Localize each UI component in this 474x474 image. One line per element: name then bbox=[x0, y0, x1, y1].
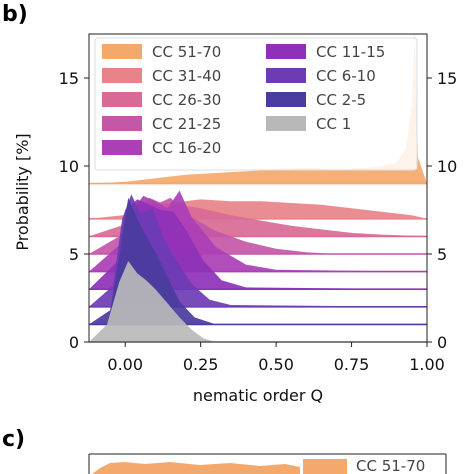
y-tick-label-right: 15 bbox=[437, 69, 457, 88]
legend-swatch-cc-6-10 bbox=[266, 68, 306, 83]
ridge-area-cc-6-10 bbox=[89, 194, 427, 307]
legend-swatch-cc-21-25 bbox=[102, 116, 142, 131]
legend-label-cc-2-5: CC 2-5 bbox=[316, 91, 366, 109]
ridge-plot: 0.00 0.25 0.50 0.75 1.00 0 0 5 5 10 10 15 15 nemati… bbox=[13, 32, 457, 405]
x-tick-label: 0.75 bbox=[334, 355, 370, 374]
legend: CC 51-70 CC 31-40 CC 26-30 CC 21-25 CC 16-20… bbox=[94, 37, 418, 171]
y-tick-label-right: 5 bbox=[437, 245, 447, 264]
panel-label-b: b) bbox=[2, 2, 28, 27]
legend-label-cc-26-30: CC 26-30 bbox=[152, 91, 221, 109]
y-tick-label-left: 0 bbox=[69, 333, 79, 352]
legend-swatch-cc-1 bbox=[266, 116, 306, 131]
legend-swatch-cc-31-40 bbox=[102, 68, 142, 83]
legend-swatch-cc-11-15 bbox=[266, 44, 306, 59]
ridge-area-cc-2-5 bbox=[89, 197, 427, 325]
legend-swatch-cc-2-5 bbox=[266, 92, 306, 107]
legend-swatch-cc-16-20 bbox=[102, 140, 142, 155]
y-tick-label-left: 10 bbox=[59, 157, 79, 176]
x-tick-label: 0.00 bbox=[107, 355, 143, 374]
panel-c-legend-swatch bbox=[303, 459, 347, 474]
panel-c-legend-label: CC 51-70 bbox=[356, 457, 425, 474]
panel-c-plot: CC 51-70 bbox=[88, 453, 447, 474]
x-axis-label: nematic order Q bbox=[193, 386, 323, 405]
y-tick-label-left: 15 bbox=[59, 69, 79, 88]
legend-label-cc-51-70: CC 51-70 bbox=[152, 43, 221, 61]
panel-label-c: c) bbox=[2, 427, 25, 452]
y-axis-ticks: 0 0 5 5 10 10 15 15 bbox=[59, 69, 458, 352]
ridge-area-cc-1 bbox=[89, 261, 427, 342]
legend-swatch-cc-26-30 bbox=[102, 92, 142, 107]
x-axis-ticks: 0.00 0.25 0.50 0.75 1.00 bbox=[107, 342, 445, 374]
x-tick-label: 0.50 bbox=[258, 355, 294, 374]
y-tick-label-right: 0 bbox=[437, 333, 447, 352]
x-tick-label: 1.00 bbox=[409, 355, 445, 374]
x-tick-label: 0.25 bbox=[183, 355, 219, 374]
legend-box bbox=[94, 37, 418, 171]
legend-label-cc-21-25: CC 21-25 bbox=[152, 115, 221, 133]
y-tick-label-right: 10 bbox=[437, 157, 457, 176]
y-axis-label: Probability [%] bbox=[13, 133, 32, 250]
plot-frame bbox=[88, 33, 428, 343]
y-tick-label-left: 5 bbox=[69, 245, 79, 264]
legend-swatch-cc-51-70 bbox=[102, 44, 142, 59]
legend-label-cc-1: CC 1 bbox=[316, 115, 351, 133]
legend-label-cc-11-15: CC 11-15 bbox=[316, 43, 385, 61]
legend-label-cc-6-10: CC 6-10 bbox=[316, 67, 376, 85]
panel-c-area-cc-51-70 bbox=[92, 462, 300, 474]
legend-label-cc-16-20: CC 16-20 bbox=[152, 139, 221, 157]
legend-label-cc-31-40: CC 31-40 bbox=[152, 67, 221, 85]
